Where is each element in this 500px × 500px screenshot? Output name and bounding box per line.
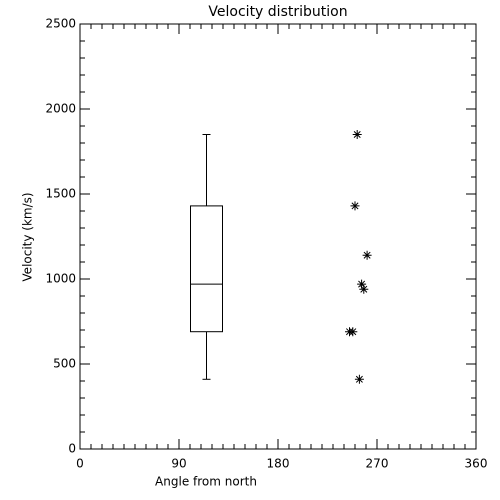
y-tick-label: 1000	[45, 272, 76, 286]
asterisk	[354, 374, 364, 384]
box	[190, 205, 223, 333]
asterisk	[359, 284, 369, 294]
asterisk	[362, 250, 372, 260]
y-tick-label: 2000	[45, 102, 76, 116]
y-tick-label: 0	[68, 442, 76, 456]
x-tick-label: 0	[76, 457, 84, 471]
chart-title: Velocity distribution	[208, 4, 347, 20]
x-tick-label: 90	[171, 457, 186, 471]
y-tick-label: 2500	[45, 17, 76, 31]
y-tick-label: 500	[53, 357, 76, 371]
y-axis-label: Velocity (km/s)	[21, 192, 35, 281]
asterisk	[357, 279, 367, 289]
x-tick-label: 180	[267, 457, 290, 471]
asterisk	[352, 130, 362, 139]
y-tick-label: 1500	[45, 187, 76, 201]
asterisk	[348, 327, 358, 337]
asterisk	[350, 201, 360, 211]
x-tick-label: 360	[465, 457, 488, 471]
x-tick-label: 270	[366, 457, 389, 471]
x-axis-label: Angle from north	[155, 475, 257, 489]
